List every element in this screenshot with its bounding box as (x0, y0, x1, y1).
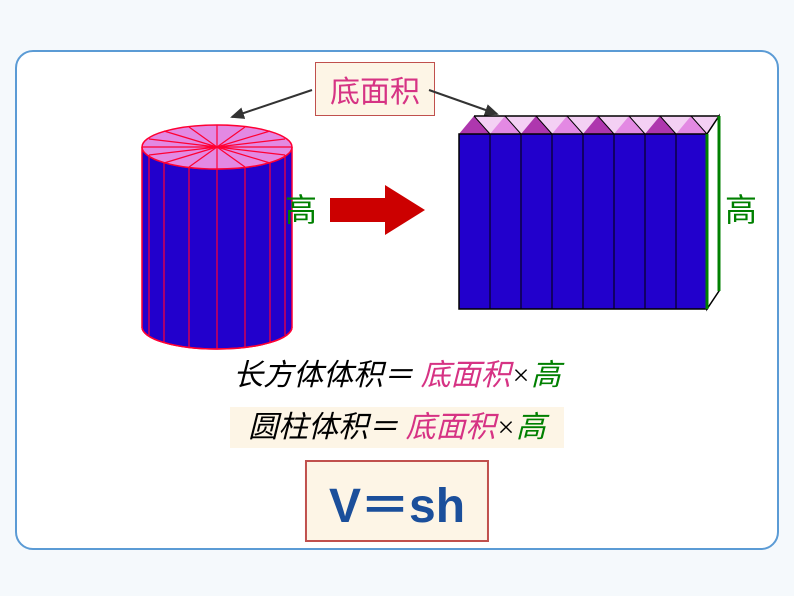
height-left-text: 高 (285, 192, 317, 228)
symbolic-formula: V＝sh (305, 460, 489, 542)
cyl-times: × (496, 411, 516, 444)
diagram-frame: 底面积 高 高 (15, 50, 779, 550)
cyl-height: 高 (516, 411, 546, 444)
cuboid-formula: 长方体体积＝ 底面积×高 (17, 350, 777, 394)
cuboid-height: 高 (531, 359, 561, 392)
cuboid-times: × (511, 359, 531, 392)
cyl-prefix: 圆柱体积＝ (248, 411, 398, 444)
height-label-left: 高 (285, 185, 317, 231)
cuboid-base: 底面积 (421, 359, 511, 392)
v-formula-text: V＝sh (329, 480, 465, 533)
cylinder-formula: 圆柱体积＝ 底面积×高 (17, 402, 777, 446)
cyl-base: 底面积 (406, 411, 496, 444)
cuboid-shape (449, 94, 739, 324)
transform-arrow-icon (325, 180, 435, 240)
cylinder-shape (127, 102, 307, 352)
cuboid-prefix: 长方体体积＝ (233, 359, 413, 392)
